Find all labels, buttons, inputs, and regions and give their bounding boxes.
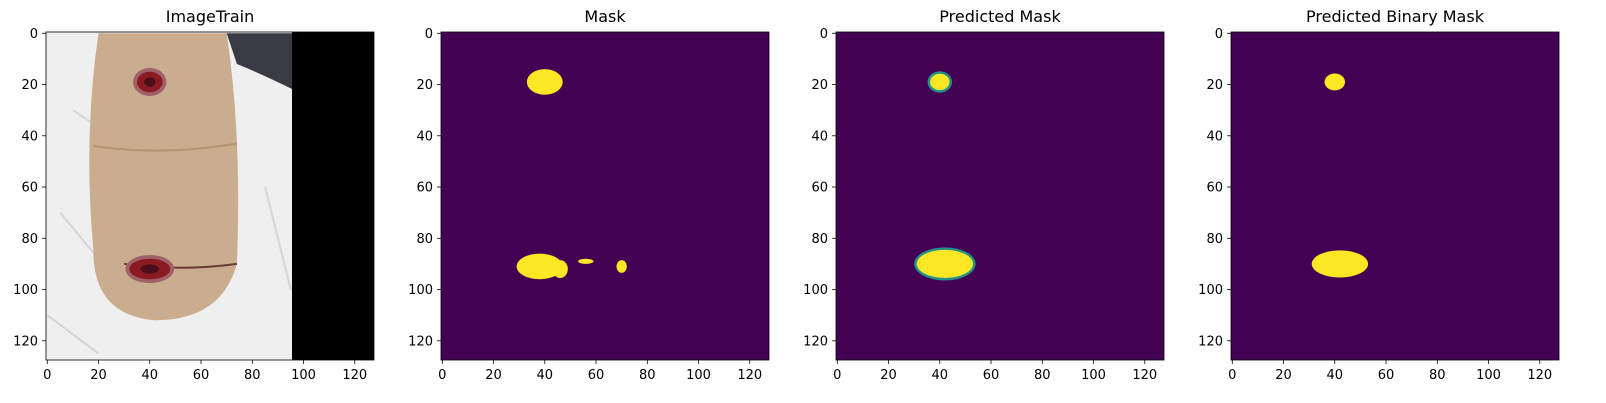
y-tick-label: 80: [811, 232, 828, 247]
x-tick-label: 0: [1228, 368, 1236, 383]
black-padding: [292, 32, 374, 360]
x-tick-label: 20: [485, 368, 502, 383]
x-tick-label: 60: [1378, 368, 1395, 383]
y-tick-label: 0: [820, 27, 828, 42]
clothing: [226, 33, 294, 90]
x-tick-label: 120: [342, 368, 367, 383]
panel-1: ImageTrain 0 20 40 60 80 100 120 0 20 40 60 80 100 120: [13, 7, 375, 383]
y-tick-label: 100: [408, 283, 433, 298]
y-tick-label: 120: [1198, 334, 1223, 349]
y-tick-label: 40: [1206, 129, 1223, 144]
x-tick-label: 100: [1476, 368, 1501, 383]
sheet-fold: [264, 186, 292, 290]
x-tick-label: 20: [1275, 368, 1292, 383]
y-tick-label: 100: [803, 283, 828, 298]
mask-blob: [526, 69, 563, 95]
x-tick-label: 100: [291, 368, 316, 383]
y-tick-label: 60: [416, 181, 433, 196]
panel-title: Mask: [584, 7, 626, 26]
mask-blob: [578, 258, 594, 264]
image-content: [1231, 32, 1559, 360]
y-tick-label: 60: [811, 181, 828, 196]
x-tick-label: 40: [1327, 368, 1344, 383]
x-tick-label: 120: [1527, 368, 1552, 383]
image-content: [836, 32, 1164, 360]
panel-title: Predicted Mask: [939, 7, 1061, 26]
x-tick-label: 100: [1081, 368, 1106, 383]
x-tick-label: 0: [833, 368, 841, 383]
axes-frame: [45, 31, 375, 361]
y-tick-label: 0: [30, 27, 38, 42]
axes-frame: [835, 31, 1165, 361]
mask-background: [1231, 32, 1559, 360]
x-tick-label: 40: [932, 368, 949, 383]
x-tick-label: 20: [90, 368, 107, 383]
mask-blob: [916, 249, 974, 278]
y-tick-label: 80: [1206, 232, 1223, 247]
mask-blob: [1311, 250, 1369, 278]
y-tick-label: 60: [1206, 181, 1223, 196]
y-tick-label: 120: [803, 334, 828, 349]
panel-title: Predicted Binary Mask: [1306, 7, 1485, 26]
x-tick-label: 40: [142, 368, 159, 383]
skin-crease: [93, 142, 238, 152]
y-tick-label: 60: [21, 181, 38, 196]
y-tick-label: 80: [416, 232, 433, 247]
x-tick-label: 80: [1429, 368, 1446, 383]
y-tick-label: 20: [1206, 78, 1223, 93]
x-tick-label: 60: [193, 368, 210, 383]
mask-blob: [516, 253, 563, 280]
mask-blob: [930, 73, 950, 91]
x-tick-label: 80: [639, 368, 656, 383]
mask-background: [836, 32, 1164, 360]
image-content: [441, 32, 769, 360]
y-tick-label: 20: [416, 78, 433, 93]
x-tick-label: 40: [537, 368, 554, 383]
x-tick-label: 120: [737, 368, 762, 383]
sheet-fold: [46, 314, 100, 355]
y-tick-label: 40: [416, 129, 433, 144]
x-tick-label: 0: [43, 368, 51, 383]
x-tick-label: 80: [244, 368, 261, 383]
mask-blob: [616, 260, 627, 273]
x-tick-label: 20: [880, 368, 897, 383]
panel-4: Predicted Binary Mask 0 20 40 60 80 100 120 0 20 4…: [1198, 7, 1560, 383]
axes-frame: [440, 31, 770, 361]
x-tick-label: 120: [1132, 368, 1157, 383]
y-tick-label: 40: [811, 129, 828, 144]
y-tick-label: 80: [21, 232, 38, 247]
y-tick-label: 0: [1215, 27, 1223, 42]
axes-frame: [1230, 31, 1560, 361]
y-tick-label: 120: [13, 334, 38, 349]
y-tick-label: 120: [408, 334, 433, 349]
x-tick-label: 60: [983, 368, 1000, 383]
wound-center: [144, 77, 156, 87]
wound-center: [140, 264, 160, 274]
y-tick-label: 20: [21, 78, 38, 93]
mask-blob: [1324, 73, 1346, 91]
mask-blob: [552, 260, 568, 278]
x-tick-label: 60: [588, 368, 605, 383]
limb: [89, 33, 239, 321]
y-tick-label: 100: [13, 283, 38, 298]
panels: ImageTrain 0 20 40 60 80 100 120 0 20 40 60 80 100 120…: [13, 7, 1560, 383]
x-tick-label: 100: [686, 368, 711, 383]
panel-title: ImageTrain: [166, 7, 255, 26]
y-tick-label: 100: [1198, 283, 1223, 298]
x-tick-label: 0: [438, 368, 446, 383]
mask-background: [441, 32, 769, 360]
y-tick-label: 0: [425, 27, 433, 42]
y-tick-label: 40: [21, 129, 38, 144]
y-tick-label: 20: [811, 78, 828, 93]
panel-2: Mask 0 20 40 60 80 100 120 0 20 40 60 80 100 120: [408, 7, 770, 383]
x-tick-label: 80: [1034, 368, 1051, 383]
image-content: [46, 32, 374, 360]
panel-3: Predicted Mask 0 20 40 60 80 100 120 0 20 40 60 80 10…: [803, 7, 1165, 383]
